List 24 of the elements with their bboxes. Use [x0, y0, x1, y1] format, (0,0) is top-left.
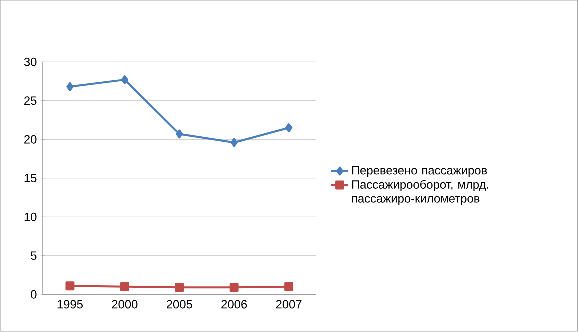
point — [66, 82, 74, 92]
point — [284, 282, 294, 292]
point — [175, 283, 184, 292]
x-tick-label: 2005 — [166, 300, 192, 309]
x-tick-label: 2000 — [112, 300, 138, 309]
x-tick-label: 2007 — [276, 300, 302, 309]
point — [121, 76, 129, 85]
legend-label: Пассажирооборот, млрд. пассажиро-километров — [352, 180, 488, 206]
point — [66, 282, 75, 291]
legend-label: Перевезено пассажиров — [352, 166, 488, 178]
point — [230, 283, 239, 292]
x-tick-label: 2006 — [222, 300, 248, 309]
y-tick-label: 0 — [31, 290, 37, 299]
point — [176, 130, 184, 139]
y-tick-label: 15 — [24, 174, 37, 183]
y-tick-label: 5 — [31, 252, 37, 260]
point — [285, 124, 293, 133]
y-tick-label: 25 — [24, 96, 37, 106]
y-tick-label: 30 — [24, 58, 37, 66]
y-tick-label: 20 — [24, 135, 37, 144]
point — [230, 138, 238, 148]
point — [120, 282, 130, 292]
y-tick-label: 10 — [24, 213, 37, 222]
x-tick-label: 1995 — [58, 300, 83, 309]
